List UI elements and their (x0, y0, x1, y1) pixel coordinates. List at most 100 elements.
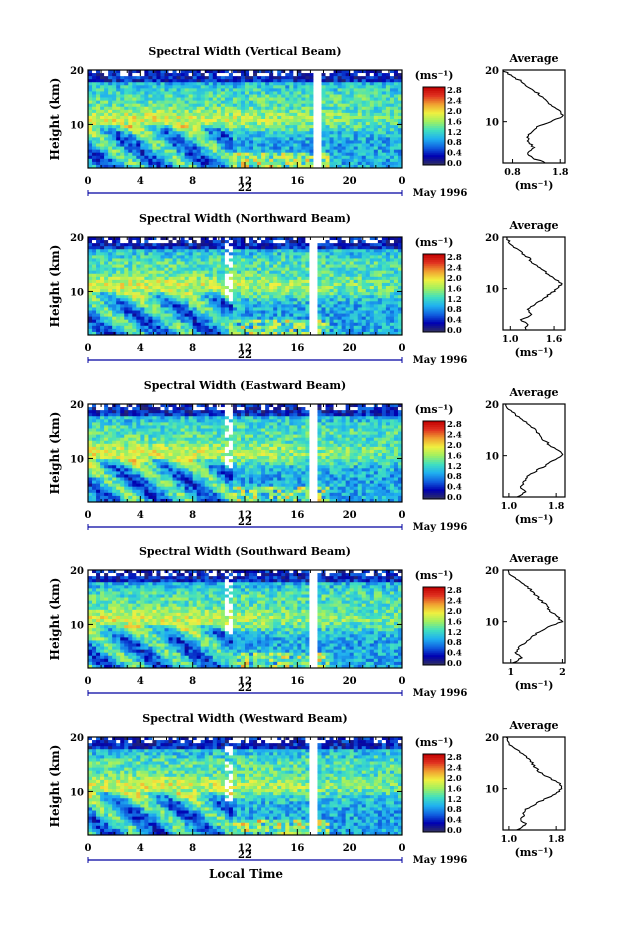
heatmap-cell (188, 143, 194, 147)
heatmap-cell (397, 94, 403, 98)
heatmap-cell (385, 140, 391, 144)
heatmap-cell (349, 125, 355, 129)
heatmap-cell (112, 261, 117, 265)
heatmap-cell (228, 322, 234, 327)
heatmap-cell (361, 292, 367, 296)
heatmap-cell (293, 119, 298, 123)
heatmap-cell (228, 270, 234, 275)
heatmap-cell (124, 322, 129, 327)
heatmap-cell (220, 128, 226, 132)
heatmap-cell (317, 106, 322, 111)
heatmap-cell (128, 137, 133, 141)
heatmap-cell (124, 240, 129, 244)
heatmap-cell (257, 76, 262, 80)
heatmap-cell (317, 252, 322, 256)
heatmap-cell (345, 103, 351, 108)
heatmap-cell (269, 286, 274, 290)
heatmap-cell (180, 319, 185, 324)
heatmap-cell (220, 112, 226, 117)
heatmap-cell (116, 310, 121, 314)
heatmap-cell (349, 85, 355, 89)
heatmap-cell (144, 128, 149, 132)
heatmap-cell (104, 237, 109, 241)
heatmap-cell (188, 115, 194, 120)
heatmap-cell (180, 255, 185, 259)
heatmap-cell (120, 119, 125, 123)
heatmap-cell (397, 152, 403, 157)
heatmap-cell (249, 325, 254, 330)
heatmap-cell (257, 246, 262, 250)
heatmap-cell (128, 115, 133, 120)
heatmap-cell (204, 267, 210, 272)
heatmap-cell (289, 313, 294, 317)
heatmap-cell (341, 270, 346, 275)
heatmap-cell (357, 134, 363, 138)
heatmap-cell (377, 261, 383, 265)
heatmap-cell (293, 82, 298, 86)
heatmap-cell (269, 137, 274, 141)
heatmap-cell (92, 79, 97, 83)
heatmap-cell (152, 146, 157, 150)
heatmap-cell (389, 258, 395, 262)
heatmap-cell (285, 158, 290, 163)
heatmap-cell (212, 122, 218, 126)
heatmap-cell (249, 322, 254, 327)
heatmap-cell (232, 91, 238, 95)
heatmap-cell (124, 100, 129, 105)
heatmap-cell (144, 319, 149, 324)
heatmap-cell (172, 252, 177, 256)
heatmap-cell (232, 131, 238, 135)
heatmap-cell (325, 258, 330, 262)
heatmap-cell (96, 152, 101, 157)
heatmap-cell (144, 252, 149, 256)
heatmap-cell (313, 304, 318, 308)
heatmap-cell (349, 304, 355, 308)
heatmap-cell (204, 304, 210, 308)
heatmap-cell (333, 304, 338, 308)
heatmap-cell (228, 286, 234, 290)
heatmap-cell (188, 97, 194, 101)
heatmap-cell (128, 307, 133, 311)
heatmap-cell (140, 76, 145, 80)
heatmap-cell (337, 149, 342, 154)
heatmap-cell (168, 82, 173, 86)
heatmap-cell (385, 119, 391, 123)
heatmap-cell (124, 115, 129, 120)
heatmap-cell (309, 301, 314, 305)
heatmap-cell (397, 88, 403, 92)
heatmap-cell (148, 325, 153, 330)
heatmap-cell (228, 143, 234, 147)
heatmap-cell (204, 112, 210, 117)
heatmap-cell (345, 106, 351, 111)
heatmap-cell (305, 261, 310, 265)
x-tick-label: 4 (137, 176, 144, 187)
heatmap-cell (353, 316, 359, 321)
heatmap-cell (132, 252, 137, 256)
heatmap-cell (108, 276, 113, 281)
heatmap-cell (261, 264, 266, 268)
heatmap-cell (357, 158, 363, 163)
heatmap-cell (172, 264, 177, 268)
heatmap-cell (184, 304, 189, 308)
heatmap-cell (245, 158, 250, 163)
heatmap-cell (333, 91, 338, 95)
heatmap-cell (176, 307, 181, 311)
heatmap-cell (164, 146, 169, 150)
heatmap-cell (92, 115, 97, 120)
heatmap-cell (385, 313, 391, 317)
heatmap-cell (285, 112, 290, 117)
heatmap-cell (160, 252, 165, 256)
colorbar-swatch (423, 112, 445, 115)
heatmap-cell (393, 295, 399, 299)
heatmap-cell (341, 322, 346, 327)
heatmap-cell (273, 267, 278, 272)
heatmap-cell (309, 85, 314, 89)
heatmap-cell (192, 289, 198, 293)
heatmap-cell (301, 249, 306, 253)
heatmap-cell (208, 134, 214, 138)
heatmap-cell (293, 252, 298, 256)
heatmap-cell (180, 128, 185, 132)
heatmap-cell (337, 143, 342, 147)
heatmap-cell (253, 155, 258, 160)
heatmap-cell (184, 261, 189, 265)
